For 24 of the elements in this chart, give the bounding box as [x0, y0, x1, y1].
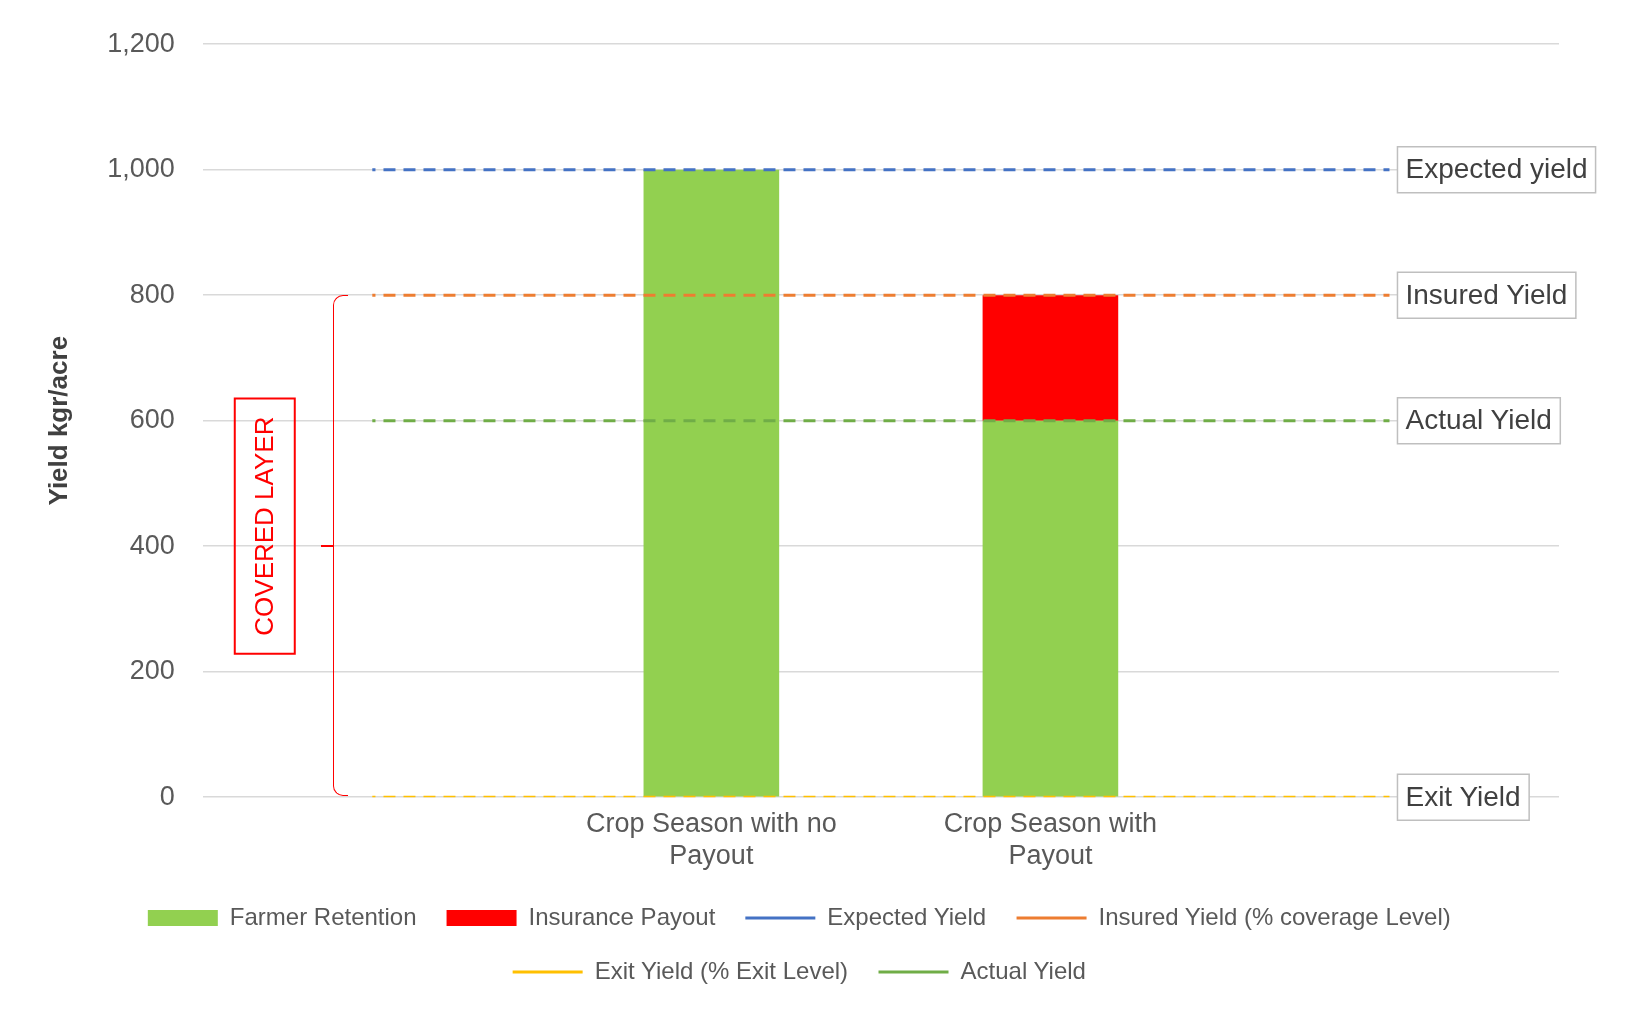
- legend-label: Insured Yield (% coverage Level): [1098, 902, 1451, 930]
- y-tick-label: 0: [159, 780, 175, 811]
- legend-label: Actual Yield: [960, 956, 1086, 984]
- y-tick-label: 1,200: [107, 27, 175, 58]
- legend-label: Exit Yield (% Exit Level): [594, 956, 849, 984]
- legend-label: Farmer Retention: [229, 902, 417, 930]
- legend-label: Expected Yield: [827, 902, 987, 930]
- annotation: Exit Yield: [1405, 780, 1521, 812]
- x-tick-label: Crop Season with no Payout: [586, 807, 837, 871]
- bar: [982, 295, 1119, 421]
- y-axis-title: Yield kgr/acre: [42, 335, 73, 506]
- annotation: Insured Yield: [1405, 278, 1568, 310]
- annotation: Expected yield: [1405, 153, 1588, 185]
- y-tick-label: 600: [129, 404, 175, 435]
- y-tick-label: 400: [129, 529, 175, 560]
- annotation: Actual Yield: [1405, 404, 1552, 436]
- legend-label: Insurance Payout: [528, 902, 716, 930]
- x-tick-label: Crop Season with Payout: [943, 807, 1157, 871]
- y-tick-label: 200: [129, 655, 175, 686]
- bar: [643, 169, 780, 797]
- annotation: COVERED LAYER: [248, 416, 279, 636]
- bar: [982, 420, 1119, 797]
- y-tick-label: 800: [129, 278, 175, 309]
- y-tick-label: 1,000: [107, 153, 175, 184]
